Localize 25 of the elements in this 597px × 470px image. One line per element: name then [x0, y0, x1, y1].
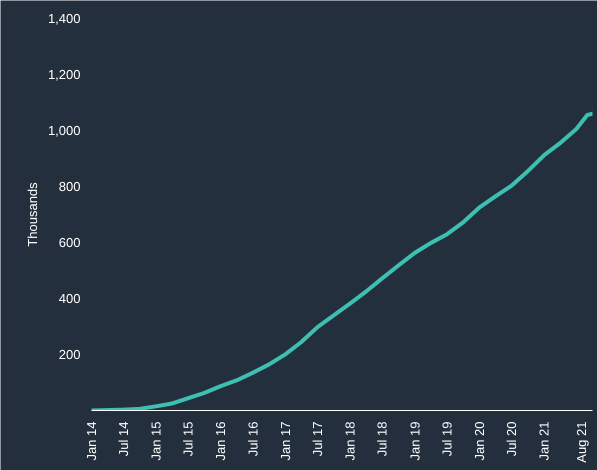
x-tick-label: Jul 15 [180, 421, 196, 456]
y-tick-label: 1,200 [48, 67, 81, 82]
x-tick-label: Jan 18 [342, 421, 358, 461]
y-tick-label: 400 [58, 291, 81, 306]
x-tick-label: Jul 16 [245, 421, 260, 456]
x-tick-label: Jan 15 [148, 421, 164, 461]
x-tick-label: Jan 16 [213, 421, 228, 461]
y-tick-label: 1,400 [48, 11, 81, 26]
x-tick-label: Jul 18 [374, 421, 390, 456]
x-tick-label: Aug 21 [574, 422, 590, 463]
y-tick-label: 1,000 [48, 123, 81, 138]
y-axis-title: Thousands [24, 182, 40, 247]
x-tick-label: Jan 21 [536, 421, 552, 461]
y-tick-label: 800 [58, 179, 81, 194]
x-tick-label: Jul 19 [439, 421, 454, 456]
y-tick-label: 200 [58, 347, 81, 362]
x-tick-label: Jan 19 [407, 421, 422, 461]
x-tick-label: Jul 17 [310, 421, 326, 456]
x-tick-label: Jul 14 [116, 421, 132, 456]
line-series [92, 112, 592, 410]
y-tick-label: 600 [58, 235, 81, 250]
x-tick-label: Jan 20 [472, 421, 487, 461]
x-tick-label: Jul 20 [504, 421, 520, 456]
x-tick-label: Jan 14 [84, 421, 99, 461]
x-tick-label: Jan 17 [278, 421, 294, 461]
